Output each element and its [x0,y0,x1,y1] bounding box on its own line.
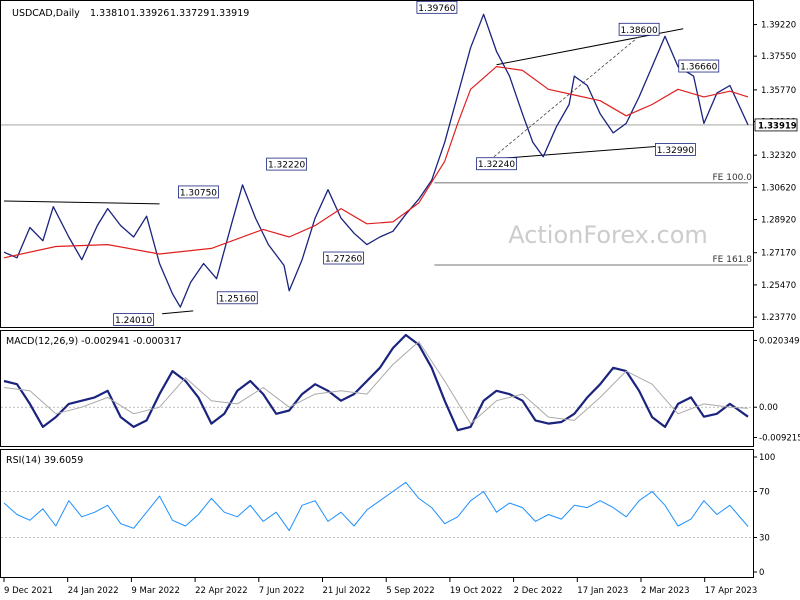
current-price-label: 1.33919 [758,121,797,131]
price-annotation-label: 1.32990 [657,146,694,156]
x-tick-label: 19 Oct 2022 [450,586,503,596]
price-annotation-box [416,0,458,14]
trendline [488,144,679,160]
fibo-label: FE 100.0 [713,173,753,183]
price-y-tick-label: 1.25470 [761,281,796,291]
x-tick-label: 17 Apr 2023 [705,586,758,596]
rsi-panel-frame [0,449,754,578]
x-tick-label: 9 Mar 2022 [131,586,179,596]
x-tick-label: 2 Mar 2023 [641,586,689,596]
ohlc-values: 1.33810 1.33926 1.33729 1.33919 [90,8,249,19]
x-tick-label: 22 Apr 2022 [195,586,248,596]
rsi-header: RSI(14) 39.6059 [6,455,83,466]
current-price-badge [754,118,798,132]
price-panel-frame [0,0,754,328]
x-tick-label: 21 Jul 2022 [323,586,371,596]
price-annotation-box [266,157,307,171]
macd-header: MACD(12,26,9) -0.002941 -0.000317 [6,336,182,347]
price-annotation-label: 1.38600 [621,26,658,36]
x-tick-label: 24 Jan 2022 [68,586,119,596]
price-y-tick-label: 1.28920 [761,216,796,226]
price-y-tick-label: 1.37550 [761,52,796,62]
rsi-layer [1,481,753,538]
price-annotation-label: 1.25160 [219,294,256,304]
rsi-y-tick-label: 0 [759,568,764,578]
ohlc-open: 1.33810 [90,8,129,19]
rsi-line [3,481,749,532]
moving-average-line [3,65,749,259]
symbol-header: USDCAD,Daily [12,8,80,19]
price-y-tick-label: 1.35770 [761,86,796,96]
macd-y-tick-label: 0.020349 [759,336,800,346]
ohlc-low: 1.33729 [170,8,209,19]
price-y-tick-label: 1.30620 [761,183,796,193]
macd-layer [1,333,753,432]
rsi-y-tick-label: 70 [759,488,770,498]
macd-y-tick-label: -0.009215 [759,433,800,443]
x-tick-label: 2 Dec 2022 [514,586,563,596]
price-annotation-label: 1.32240 [478,160,515,170]
watermark: ActionForex.com [508,221,708,249]
rsi-y-tick-label: 30 [759,534,770,544]
x-tick-label: 7 Jun 2022 [259,586,305,596]
price-annotation-box [678,59,720,73]
price-series-line [3,13,749,308]
fibo-label: FE 161.8 [713,255,753,265]
price-annotation-label: 1.32220 [268,161,305,171]
ohlc-high: 1.33926 [130,8,169,19]
axis-layer: 1.392201.375501.357701.341001.323201.306… [3,21,800,596]
ohlc-close: 1.33919 [210,8,249,19]
price-annotation-label: 1.27260 [325,255,362,265]
price-y-tick-label: 1.23770 [761,313,796,323]
price-annotation-label: 1.39760 [418,4,455,14]
price-annotation-box [476,157,517,171]
price-y-tick-label: 1.32320 [761,151,796,161]
price-annotation-box [178,185,219,199]
price-annotation-box [216,291,258,305]
macd-line [3,333,749,432]
price-annotation-label: 1.24010 [115,316,152,326]
rsi-y-tick-label: 100 [759,453,775,463]
dashed-trendline [493,35,640,158]
price-annotation-box [323,251,364,265]
price-y-tick-label: 1.27170 [761,249,796,259]
x-tick-label: 9 Dec 2021 [4,586,53,596]
x-tick-label: 5 Sep 2022 [386,586,434,596]
price-annotation-box [618,22,660,36]
x-tick-label: 17 Jan 2023 [577,586,628,596]
price-y-tick-label: 1.39220 [761,21,796,31]
macd-signal-line [3,341,749,425]
price-layer: FE 100.0 FE 161.8 1.39760 1.38600 1.36660 1.3… [1,0,753,326]
price-annotation-box [113,313,155,326]
macd-y-tick-label: 0.00 [759,403,778,413]
trendline [3,200,160,205]
macd-panel-frame [0,330,754,447]
price-annotation-label: 1.36660 [680,63,717,73]
trendline [162,310,194,315]
price-annotation-box [655,143,696,156]
price-annotation-label: 1.30750 [180,188,217,198]
